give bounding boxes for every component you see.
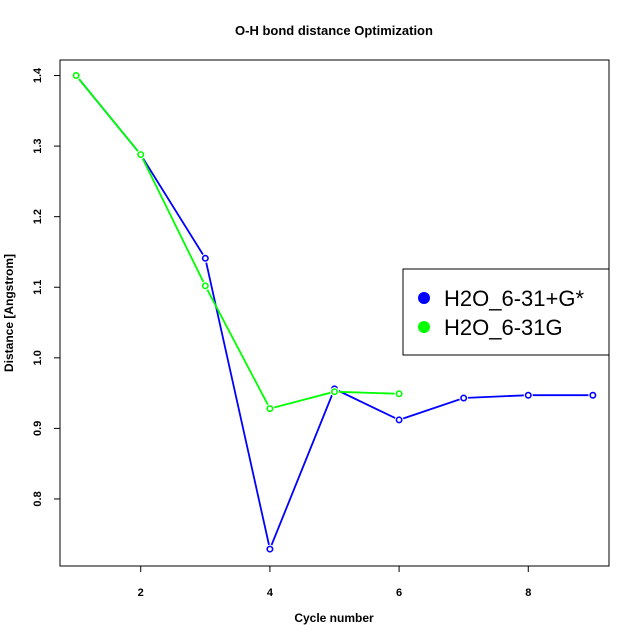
series-2-point xyxy=(201,282,209,290)
series-layer xyxy=(71,71,598,554)
x-tick-label: 8 xyxy=(525,587,531,599)
y-tick-label: 0.9 xyxy=(32,421,44,436)
series-2-point xyxy=(266,405,274,413)
series-1-point xyxy=(524,391,532,399)
y-tick-label: 1.4 xyxy=(32,67,44,83)
series-1-point xyxy=(395,416,403,424)
legend-label-series-1: H2O_6-31+G* xyxy=(444,286,584,311)
legend-label-series-2: H2O_6-31G xyxy=(444,315,563,340)
chart-title: O-H bond distance Optimization xyxy=(235,23,433,38)
series-2-point xyxy=(137,151,145,159)
y-tick-label: 1.1 xyxy=(32,280,44,295)
y-tick-label: 1.3 xyxy=(32,138,44,153)
series-2-point xyxy=(72,72,80,80)
y-tick-label: 1.0 xyxy=(32,350,44,365)
y-axis: 0.8 0.9 1.0 1.1 1.2 1.3 1.4 xyxy=(32,67,60,507)
series-1-point xyxy=(589,391,597,399)
x-axis-label: Cycle number xyxy=(294,611,374,625)
y-tick-label: 0.8 xyxy=(32,491,44,506)
series-line-2 xyxy=(75,74,400,410)
x-tick-label: 4 xyxy=(267,587,274,599)
legend-box xyxy=(402,268,610,356)
series-1-point xyxy=(266,545,274,553)
legend-marker-series-1 xyxy=(418,292,430,304)
legend: H2O_6-31+G* H2O_6-31G xyxy=(402,268,610,356)
series-1-point xyxy=(201,254,209,262)
series-1-point xyxy=(460,394,468,402)
series-2-point xyxy=(395,390,403,398)
x-axis: 2 4 6 8 xyxy=(138,566,531,599)
y-tick-label: 1.2 xyxy=(32,209,44,224)
y-axis-label: Distance [Angstrom] xyxy=(2,254,16,372)
series-2-point xyxy=(330,388,338,396)
legend-marker-series-2 xyxy=(418,321,430,333)
x-tick-label: 6 xyxy=(396,587,402,599)
x-tick-label: 2 xyxy=(138,587,144,599)
